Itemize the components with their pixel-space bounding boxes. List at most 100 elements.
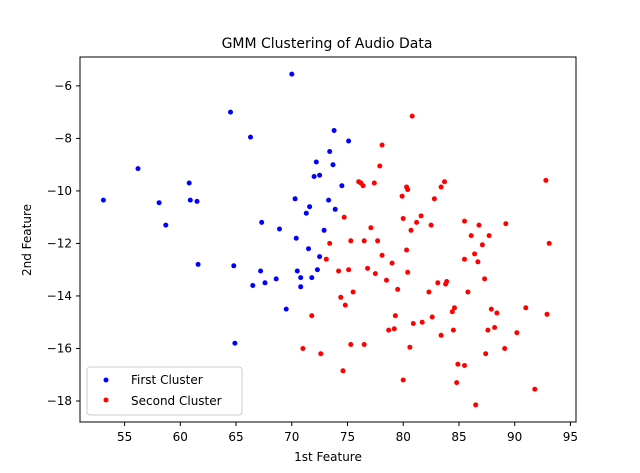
x-tick-label: 85 bbox=[451, 430, 466, 444]
chart-title: GMM Clustering of Audio Data bbox=[222, 36, 433, 52]
point-second-cluster bbox=[465, 289, 471, 295]
point-first-cluster bbox=[309, 275, 315, 281]
point-first-cluster bbox=[194, 198, 200, 204]
x-tick-label: 65 bbox=[228, 430, 243, 444]
point-second-cluster bbox=[462, 363, 467, 368]
point-first-cluster bbox=[327, 149, 333, 154]
point-second-cluster bbox=[409, 113, 415, 119]
point-first-cluster bbox=[283, 306, 289, 312]
point-second-cluster bbox=[408, 227, 414, 233]
point-second-cluster bbox=[455, 361, 461, 367]
point-second-cluster bbox=[472, 251, 478, 257]
y-tick-label: −18 bbox=[47, 394, 72, 408]
point-second-cluster bbox=[468, 233, 474, 239]
x-axis-label: 1st Feature bbox=[294, 450, 362, 464]
point-second-cluster bbox=[371, 180, 377, 186]
point-second-cluster bbox=[365, 265, 371, 271]
point-first-cluster bbox=[293, 235, 299, 241]
point-second-cluster bbox=[400, 216, 406, 221]
point-first-cluster bbox=[346, 138, 352, 144]
point-second-cluster bbox=[476, 222, 482, 228]
point-first-cluster bbox=[228, 109, 233, 115]
point-second-cluster bbox=[395, 286, 401, 292]
point-second-cluster bbox=[391, 326, 397, 332]
point-first-cluster bbox=[186, 180, 192, 186]
point-first-cluster bbox=[330, 162, 336, 168]
x-tick-label: 95 bbox=[563, 430, 578, 444]
point-second-cluster bbox=[503, 221, 509, 227]
point-second-cluster bbox=[361, 238, 367, 244]
point-first-cluster bbox=[313, 159, 319, 165]
point-first-cluster bbox=[135, 166, 141, 172]
point-second-cluster bbox=[348, 238, 354, 244]
point-second-cluster bbox=[426, 289, 432, 295]
point-second-cluster bbox=[450, 327, 456, 333]
point-first-cluster bbox=[317, 254, 323, 260]
point-second-cluster bbox=[438, 332, 444, 338]
point-second-cluster bbox=[414, 219, 420, 225]
point-first-cluster bbox=[317, 172, 323, 178]
point-second-cluster bbox=[479, 242, 485, 248]
y-tick-label: −6 bbox=[54, 79, 72, 93]
x-tick-label: 55 bbox=[117, 430, 132, 444]
x-tick-label: 60 bbox=[173, 430, 188, 444]
point-second-cluster bbox=[492, 325, 498, 330]
point-second-cluster bbox=[473, 402, 479, 408]
point-second-cluster bbox=[318, 351, 324, 357]
x-tick-label: 70 bbox=[284, 430, 299, 444]
y-tick-label: −8 bbox=[54, 131, 72, 145]
point-second-cluster bbox=[404, 247, 410, 253]
point-first-cluster bbox=[311, 174, 317, 179]
y-tick-label: −10 bbox=[47, 184, 72, 198]
point-second-cluster bbox=[361, 342, 367, 347]
point-second-cluster bbox=[488, 306, 494, 312]
point-second-cluster bbox=[348, 342, 354, 347]
point-second-cluster bbox=[475, 259, 481, 265]
point-second-cluster bbox=[323, 256, 329, 262]
point-second-cluster bbox=[435, 280, 441, 286]
point-second-cluster bbox=[336, 268, 342, 274]
point-second-cluster bbox=[372, 271, 378, 277]
point-second-cluster bbox=[405, 187, 411, 193]
point-first-cluster bbox=[248, 134, 253, 140]
point-first-cluster bbox=[156, 200, 162, 206]
point-first-cluster bbox=[314, 267, 320, 273]
point-first-cluster bbox=[321, 227, 327, 233]
point-first-cluster bbox=[289, 71, 295, 77]
x-tick-label: 80 bbox=[396, 430, 411, 444]
y-tick-label: −12 bbox=[47, 236, 72, 250]
point-second-cluster bbox=[346, 267, 352, 273]
point-second-cluster bbox=[444, 279, 450, 284]
point-first-cluster bbox=[262, 280, 268, 286]
point-second-cluster bbox=[386, 327, 392, 333]
legend-marker-second-cluster bbox=[103, 397, 109, 403]
legend-box bbox=[86, 366, 243, 416]
point-second-cluster bbox=[360, 183, 366, 189]
legend-marker-first-cluster bbox=[103, 377, 109, 383]
point-first-cluster bbox=[187, 197, 193, 203]
y-tick-label: −14 bbox=[47, 289, 72, 303]
y-tick-label: −16 bbox=[47, 341, 72, 355]
point-second-cluster bbox=[340, 368, 346, 374]
point-first-cluster bbox=[163, 222, 169, 228]
point-first-cluster bbox=[231, 263, 237, 269]
point-second-cluster bbox=[300, 346, 306, 351]
point-first-cluster bbox=[298, 284, 304, 290]
point-second-cluster bbox=[419, 319, 425, 325]
point-second-cluster bbox=[342, 302, 348, 308]
point-second-cluster bbox=[400, 377, 406, 383]
point-second-cluster bbox=[485, 327, 491, 333]
point-first-cluster bbox=[195, 261, 201, 267]
y-axis: −6 −8 −10 −12 −14 −16 −18 bbox=[47, 79, 80, 408]
point-second-cluster bbox=[429, 314, 435, 320]
point-second-cluster bbox=[462, 218, 467, 224]
point-second-cluster bbox=[418, 213, 424, 219]
point-second-cluster bbox=[438, 184, 444, 190]
point-first-cluster bbox=[332, 206, 338, 212]
point-first-cluster bbox=[258, 268, 264, 274]
point-second-cluster bbox=[389, 260, 395, 266]
point-second-cluster bbox=[375, 238, 381, 244]
point-second-cluster bbox=[410, 321, 416, 326]
point-second-cluster bbox=[502, 346, 508, 351]
